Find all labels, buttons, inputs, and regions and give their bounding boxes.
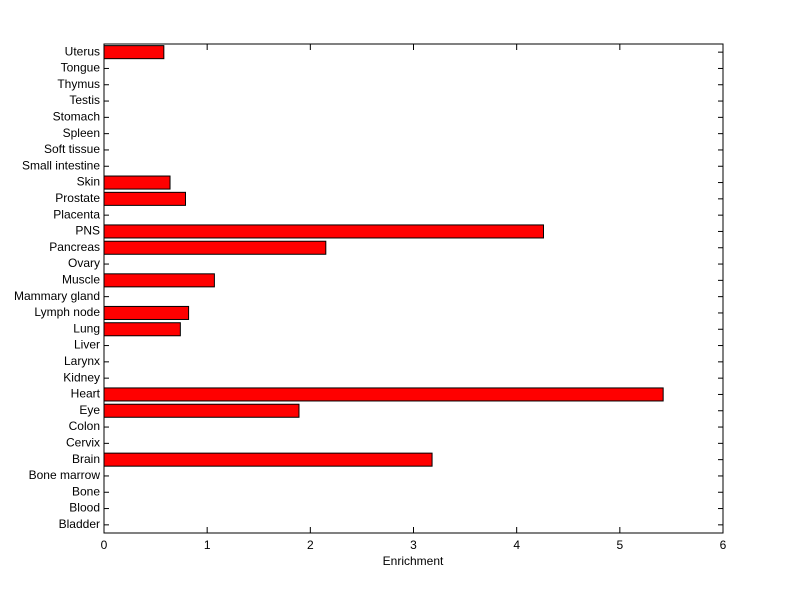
- y-tick-label: Liver: [74, 338, 100, 352]
- x-tick-label: 3: [410, 538, 417, 552]
- x-axis-label: Enrichment: [383, 554, 444, 568]
- y-tick-label: Larynx: [64, 354, 100, 368]
- y-tick-label: Cervix: [66, 436, 100, 450]
- y-tick-label: Muscle: [62, 273, 100, 287]
- y-tick-label: Lymph node: [34, 305, 100, 319]
- y-tick-label: Pancreas: [49, 240, 100, 254]
- y-tick-label: Ovary: [68, 256, 100, 270]
- x-tick-label: 5: [616, 538, 623, 552]
- bar: [103, 224, 544, 239]
- x-tick-label: 6: [720, 538, 727, 552]
- y-tick-label: Kidney: [63, 370, 100, 384]
- x-tick-label: 2: [307, 538, 314, 552]
- bar: [103, 273, 215, 288]
- y-tick-label: Soft tissue: [44, 142, 100, 156]
- y-tick-label: Thymus: [57, 77, 100, 91]
- y-tick-label: Eye: [79, 403, 100, 417]
- bar: [103, 240, 327, 255]
- bar: [103, 387, 664, 402]
- y-tick-label: Stomach: [53, 110, 100, 124]
- y-tick-label: Bladder: [59, 517, 100, 531]
- y-tick-label: Colon: [69, 419, 100, 433]
- bar: [103, 45, 165, 60]
- y-tick-label: Tongue: [61, 61, 101, 75]
- y-tick-label: Prostate: [55, 191, 100, 205]
- y-tick-label: PNS: [75, 224, 100, 238]
- bar: [103, 403, 300, 418]
- y-tick-label: Bone marrow: [29, 468, 101, 482]
- bar: [103, 175, 171, 190]
- y-tick-label: Placenta: [53, 207, 100, 221]
- y-tick-label: Spleen: [63, 126, 100, 140]
- y-tick-label: Uterus: [65, 44, 100, 58]
- x-tick-label: 0: [101, 538, 108, 552]
- bar: [103, 452, 433, 467]
- y-tick-label: Small intestine: [22, 158, 100, 172]
- y-tick-label: Skin: [77, 175, 100, 189]
- y-tick-label: Blood: [69, 501, 100, 515]
- y-tick-label: Bone: [72, 484, 100, 498]
- bar: [103, 322, 181, 337]
- x-tick-label: 4: [513, 538, 520, 552]
- bar: [103, 305, 190, 320]
- bar: [103, 191, 187, 206]
- y-tick-label: Heart: [71, 387, 101, 401]
- y-tick-label: Brain: [72, 452, 100, 466]
- x-tick-label: 1: [204, 538, 211, 552]
- y-tick-label: Mammary gland: [14, 289, 100, 303]
- y-tick-label: Testis: [69, 93, 100, 107]
- plot-frame: [103, 43, 724, 534]
- y-tick-label: Lung: [73, 321, 100, 335]
